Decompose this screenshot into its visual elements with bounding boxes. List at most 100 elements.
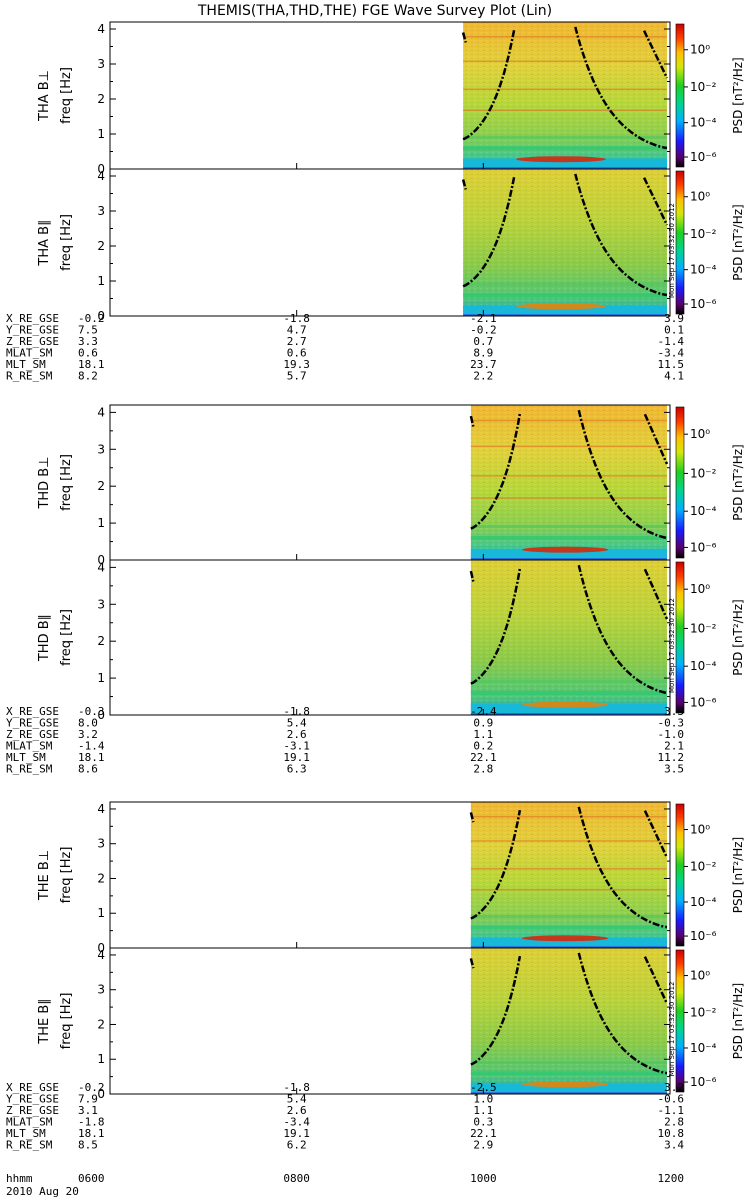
low-freq-band (470, 536, 667, 541)
y-tick-label: 1 (97, 274, 105, 288)
harmonic-line (470, 475, 667, 477)
gyrofrequency-curve (643, 568, 669, 620)
harmonic-line (470, 815, 667, 818)
colorbar-tick-label: 10⁰ (690, 43, 710, 57)
gyrofrequency-curve (470, 809, 522, 920)
ephemeris-value: 1.0 (473, 1093, 493, 1106)
ephemeris-value: 11.2 (658, 751, 685, 764)
colorbar: 10⁰ 10⁻² 10⁻⁴ 10⁻⁶ PSD [nT²/Hz] (675, 406, 745, 559)
colorbar-tick-label: 10⁰ (690, 969, 710, 983)
gyrofrequency-curve (461, 32, 467, 43)
low-freq-band (470, 914, 667, 918)
colorbar-tick-label: 10⁻² (690, 621, 717, 635)
figure-title: THEMIS(THA,THD,THE) FGE Wave Survey Plot… (197, 3, 552, 19)
y-tick-label: 2 (97, 1017, 105, 1031)
y-tick-label: 0 (97, 553, 105, 567)
ephemeris-value: -1.8 (283, 705, 310, 718)
low-freq-band (463, 158, 667, 168)
ephemeris-value: 3.3 (664, 705, 684, 718)
ephemeris-value: 4.7 (287, 324, 307, 337)
ephemeris-label: Y_RE_GSE (6, 324, 59, 337)
y-tick-label: 3 (97, 442, 105, 456)
spectrogram-panel: 0 1 2 3 4 THA B⊥ freq [Hz] 10⁰ 10⁻² 10⁻⁴ 10⁻⁶ PSD [… (37, 21, 745, 176)
gyrofrequency-curve (577, 409, 668, 540)
ephemeris-value: -1.8 (78, 1116, 105, 1129)
spectrogram-panel: 0 1 2 3 4 THA B∥ freq [Hz] 10⁰ 10⁻² 10⁻⁴ 10⁻⁶ PSD [… (37, 168, 745, 323)
gyrofrequency-curve (470, 568, 522, 685)
harmonic-line (470, 868, 667, 870)
low-freq-band (463, 314, 667, 316)
y-axis-label: freq [Hz] (59, 847, 74, 904)
panel-frame (109, 947, 671, 1095)
y-axis-label: freq [Hz] (59, 993, 74, 1050)
ephemeris-label: X_RE_GSE (6, 705, 59, 718)
bottom-time-axis: hhmm 2010 Aug 20 0600 0800 1000 1200 (6, 1172, 684, 1198)
ephemeris-value: 8.2 (78, 370, 98, 383)
low-freq-band (470, 703, 667, 714)
low-freq-band (463, 146, 667, 151)
low-freq-band (470, 1083, 667, 1093)
y-tick-label: 3 (97, 204, 105, 218)
y-axis-label: freq [Hz] (59, 454, 74, 511)
low-freq-band (470, 558, 667, 560)
ephemeris-label: Z_RE_GSE (6, 335, 59, 348)
ephemeris-value: 18.1 (78, 358, 105, 371)
spectrogram-panel: 0 1 2 3 4 THD B⊥ freq [Hz] 10⁰ 10⁻² 10⁻⁴ 10⁻⁶ PSD [… (37, 404, 745, 567)
ephemeris-value: 0.9 (473, 717, 493, 730)
ephemeris-value: 0.6 (78, 347, 98, 360)
ephemeris-table: X_RE_GSE -0.2 -1.8 -2.1 3.9 Y_RE_GSE 7.5 4.7 -0.… (6, 312, 684, 383)
y-tick-label: 3 (97, 983, 105, 997)
plot-timestamp: Mon Sep 17 03:32:30 2012 (668, 598, 676, 693)
colorbar: 10⁰ 10⁻² 10⁻⁴ 10⁻⁶ PSD [nT²/Hz] (675, 803, 745, 947)
y-tick-label: 0 (97, 309, 105, 323)
power-peak (521, 935, 609, 942)
y-tick-label: 4 (97, 169, 105, 183)
y-tick-label: 3 (97, 597, 105, 611)
y-tick-label: 2 (97, 479, 105, 493)
colorbar-tick-label: 10⁻² (690, 466, 717, 480)
colorbar-tick-label: 10⁰ (690, 427, 710, 441)
colorbar-tick-label: 10⁻⁴ (690, 263, 717, 277)
colorbar-gradient (675, 803, 685, 947)
y-tick-label: 3 (97, 57, 105, 71)
ephemeris-value: 2.8 (473, 763, 493, 776)
ephemeris-value: -0.2 (470, 324, 497, 337)
ephemeris-value: 2.6 (287, 728, 307, 741)
panel-label: THD B⊥ (37, 456, 52, 509)
ephemeris-value: 2.2 (473, 370, 493, 383)
ephemeris-value: -0.2 (78, 312, 105, 325)
colorbar: 10⁰ 10⁻² 10⁻⁴ 10⁻⁶ PSD [nT²/Hz] (675, 949, 745, 1093)
harmonic-line (470, 888, 667, 891)
colorbar-tick-label: 10⁻⁴ (690, 659, 717, 673)
ephemeris-label: MLAT_SM (6, 740, 53, 753)
power-peak (516, 156, 606, 163)
ephemeris-value: 8.5 (78, 1139, 98, 1152)
ephemeris-value: 7.9 (78, 1093, 98, 1106)
colorbar-tick-label: 10⁻² (690, 1005, 717, 1019)
ephemeris-label: Y_RE_GSE (6, 717, 59, 730)
ephemeris-label: R_RE_SM (6, 370, 53, 383)
ephemeris-label: MLT_SM (6, 1127, 46, 1140)
ephemeris-value: -1.0 (658, 728, 685, 741)
low-freq-band (470, 1092, 667, 1094)
ephemeris-value: 3.4 (664, 1139, 684, 1152)
plot-timestamp: Mon Sep 17 03:32:30 2012 (668, 203, 676, 298)
gyrofrequency-curve (574, 26, 668, 150)
y-tick-label: 0 (97, 941, 105, 955)
low-freq-band (470, 1060, 667, 1064)
ephemeris-value: 10.8 (658, 1127, 685, 1140)
low-freq-band (470, 548, 667, 559)
low-freq-band (463, 135, 667, 139)
harmonic-line (463, 60, 667, 62)
gyrofrequency-curve (643, 413, 669, 465)
ephemeris-value: 0.3 (473, 1116, 493, 1129)
ephemeris-value: -1.8 (283, 312, 310, 325)
low-freq-band (470, 679, 667, 683)
ephemeris-value: -3.1 (283, 740, 310, 753)
gyrofrequency-curve (470, 413, 522, 530)
colorbar-tick-label: 10⁻⁴ (690, 895, 717, 909)
colorbar-tick-label: 10⁻² (690, 227, 717, 241)
ephemeris-value: -2.4 (470, 705, 497, 718)
x-tick-label: 1200 (658, 1172, 685, 1185)
low-freq-band (470, 937, 667, 947)
